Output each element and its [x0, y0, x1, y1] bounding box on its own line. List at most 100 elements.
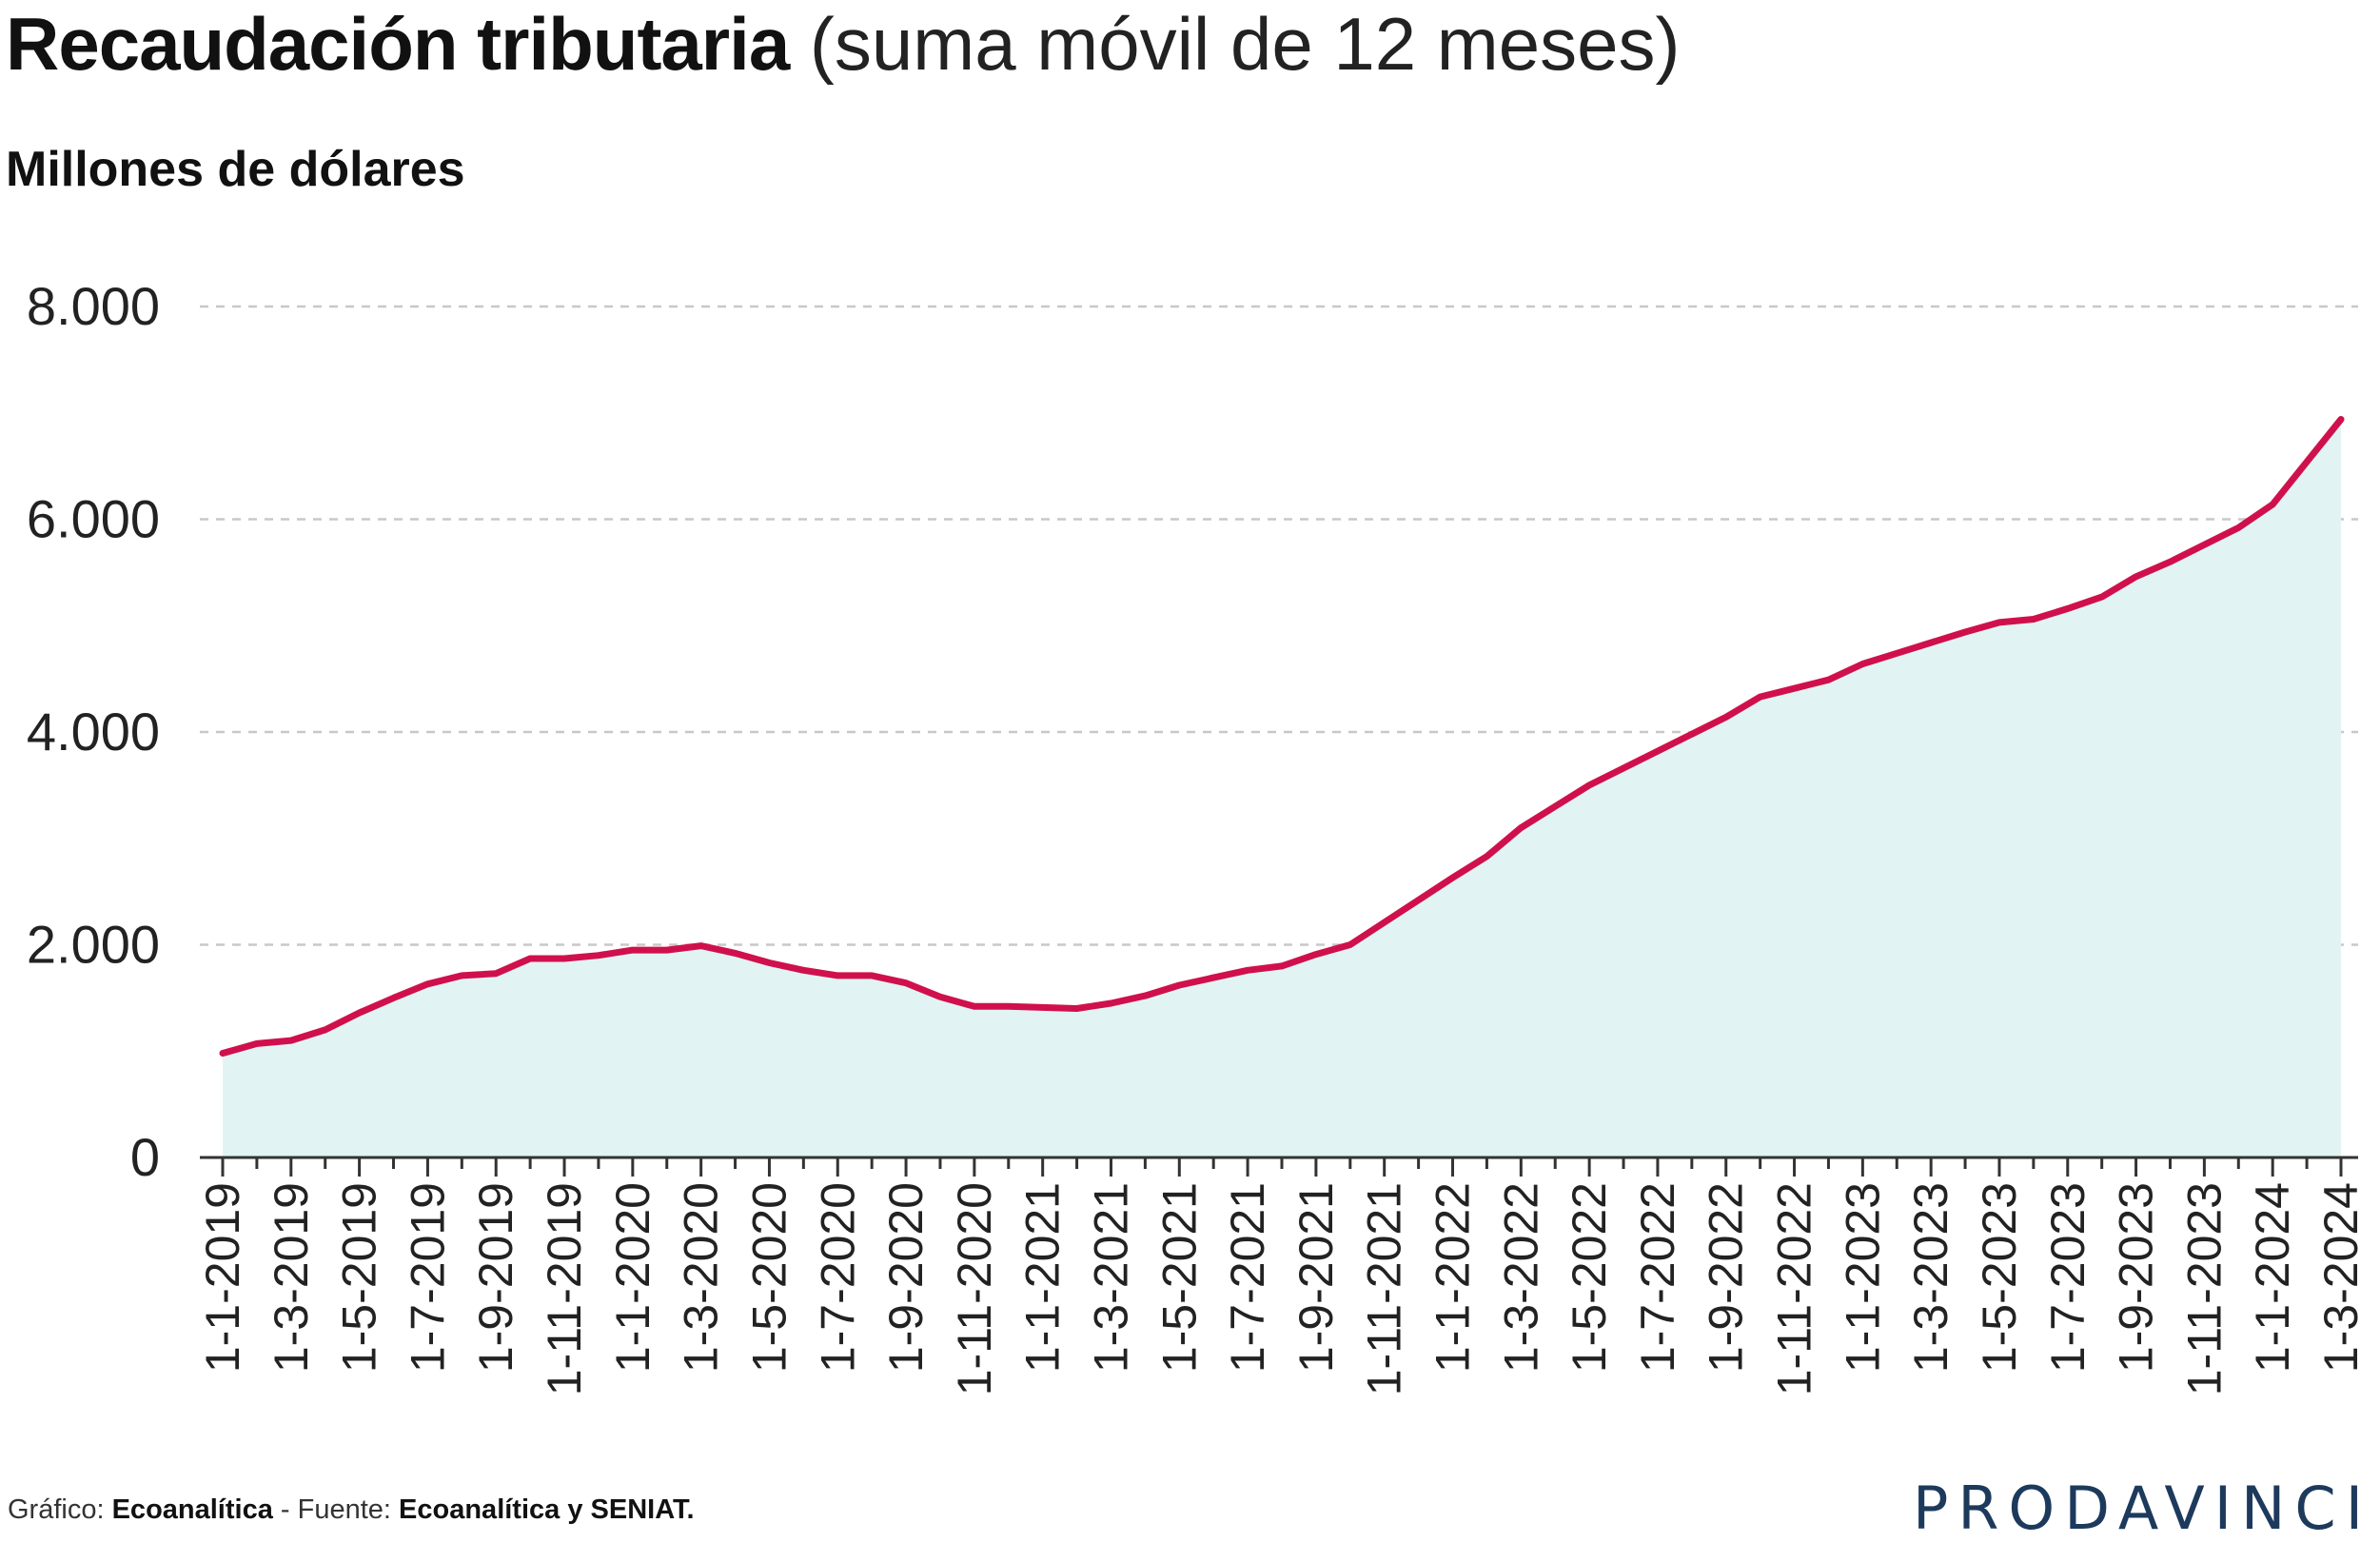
data-point	[903, 980, 909, 986]
data-point	[664, 947, 670, 953]
chart-title: Recaudación tributaria (suma móvil de 12…	[6, 5, 1681, 84]
data-point	[1792, 685, 1798, 691]
x-tick-label: 1-3-2023	[1904, 1182, 1957, 1373]
data-point	[1621, 765, 1626, 771]
source-label: Fuente:	[297, 1494, 400, 1525]
data-point	[1313, 952, 1319, 958]
x-tick-label: 1-9-2022	[1700, 1182, 1753, 1373]
data-point	[1996, 620, 2002, 625]
data-point	[1245, 967, 1250, 973]
x-tick-label: 1-9-2019	[469, 1182, 522, 1373]
data-point	[2134, 574, 2139, 580]
data-point	[1859, 662, 1865, 667]
data-point	[391, 995, 397, 1000]
data-point	[596, 953, 601, 959]
chart-title-main: Recaudación tributaria	[6, 2, 790, 86]
x-tick-label: 1-1-2020	[606, 1182, 659, 1373]
data-point	[2168, 559, 2173, 564]
x-tick-label: 1-5-2019	[333, 1182, 386, 1373]
area-fill	[223, 419, 2341, 1157]
x-tick-label: 1-11-2019	[538, 1182, 591, 1395]
x-tick-label: 1-9-2021	[1289, 1182, 1343, 1373]
y-tick-label: 8.000	[27, 276, 160, 336]
x-tick-label: 1-11-2023	[2177, 1182, 2231, 1395]
x-axis: 1-1-2019 1-3-2019 1-5-2019 1-7-2019 1-9-2019…	[196, 1156, 2368, 1395]
data-point	[493, 971, 499, 977]
x-tick-label: 1-1-2023	[1836, 1182, 1889, 1373]
data-point	[1723, 714, 1729, 720]
x-tick-label: 1-7-2019	[401, 1182, 454, 1373]
x-tick-label: 1-3-2022	[1494, 1182, 1547, 1373]
data-point	[424, 981, 430, 987]
x-tick-label: 1-1-2019	[196, 1182, 249, 1373]
y-tick-label: 2.000	[27, 915, 160, 975]
x-tick-label: 1-11-2021	[1358, 1182, 1411, 1395]
y-axis: 0 2.000 4.000 6.000 8.000	[27, 276, 160, 1187]
x-tick-label: 1-3-2021	[1084, 1182, 1137, 1373]
data-point	[1109, 1000, 1114, 1006]
x-tick-label: 1-5-2020	[742, 1182, 796, 1373]
x-tick-label: 1-7-2020	[811, 1182, 864, 1373]
y-tick-label: 0	[130, 1127, 160, 1187]
data-point	[1347, 942, 1353, 948]
chart-subtitle: Millones de dólares	[6, 142, 465, 197]
data-point	[561, 956, 567, 961]
line-layer	[219, 416, 2345, 1057]
data-point	[1894, 650, 1899, 656]
data-point	[1006, 1003, 1012, 1009]
data-point	[835, 973, 840, 979]
data-point	[972, 1003, 977, 1009]
data-point	[1758, 694, 1763, 700]
data-point	[1382, 920, 1387, 925]
x-tick-label: 1-5-2022	[1563, 1182, 1616, 1373]
data-point	[2304, 459, 2310, 465]
x-tick-label: 1-11-2020	[948, 1182, 1001, 1395]
data-point	[459, 973, 464, 979]
x-tick-label: 1-5-2021	[1152, 1182, 1206, 1373]
x-tick-label: 1-9-2020	[879, 1182, 933, 1373]
data-point	[800, 967, 806, 973]
data-point	[1040, 1004, 1046, 1010]
data-point	[2235, 524, 2241, 530]
data-point	[2065, 605, 2071, 611]
x-tick-label: 1-7-2021	[1221, 1182, 1274, 1373]
data-point	[288, 1038, 294, 1043]
data-point	[1826, 677, 1832, 682]
series-line	[219, 416, 2345, 1057]
x-tick-label: 1-7-2022	[1631, 1182, 1684, 1373]
data-point	[2201, 542, 2207, 547]
data-point	[2031, 617, 2036, 623]
data-point	[220, 1051, 226, 1057]
x-tick-label: 1-3-2020	[675, 1182, 728, 1373]
y-tick-label: 4.000	[27, 702, 160, 762]
x-tick-label: 1-1-2024	[2246, 1182, 2299, 1373]
x-tick-label: 1-3-2024	[2314, 1182, 2368, 1373]
credit-value: Ecoanalítica	[111, 1494, 273, 1525]
x-tick-label: 1-1-2021	[1016, 1182, 1070, 1373]
data-point	[1655, 748, 1661, 754]
data-point	[2099, 594, 2105, 600]
x-tick-label: 1-9-2023	[2110, 1182, 2163, 1373]
data-point	[1689, 731, 1695, 737]
credit-label: Gráfico:	[8, 1494, 112, 1525]
data-point	[1450, 875, 1456, 880]
data-point	[937, 994, 943, 999]
footer-separator: -	[272, 1494, 298, 1525]
data-point	[869, 973, 875, 979]
data-point	[733, 950, 738, 956]
x-tick-label: 1-11-2022	[1768, 1182, 1821, 1395]
source-value: Ecoanalítica y SENIAT.	[399, 1494, 695, 1525]
x-tick-label: 1-3-2019	[265, 1182, 318, 1373]
data-point	[698, 943, 704, 949]
data-point	[630, 947, 636, 953]
data-point	[527, 956, 533, 961]
data-point	[767, 960, 773, 966]
area-layer	[223, 419, 2341, 1157]
y-tick-label: 6.000	[27, 489, 160, 549]
data-point	[2270, 502, 2275, 507]
data-point	[254, 1040, 260, 1046]
data-point	[1176, 982, 1182, 988]
data-point	[1484, 854, 1489, 860]
data-point	[1552, 803, 1558, 809]
